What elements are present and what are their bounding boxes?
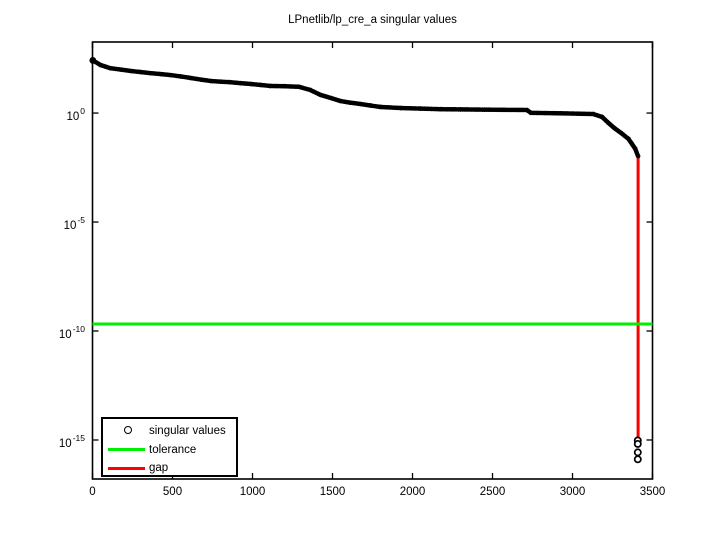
x-tick-label: 2000 bbox=[399, 486, 426, 498]
y-tick-label: 10-15 bbox=[58, 432, 85, 450]
x-tick-label: 2500 bbox=[479, 486, 506, 498]
legend-label: singular values bbox=[149, 425, 226, 437]
y-tick-label: 100 bbox=[66, 106, 85, 123]
x-tick-label: 0 bbox=[89, 486, 96, 498]
chart-title: LPnetlib/lp_cre_a singular values bbox=[288, 14, 457, 26]
trailing-values-markers bbox=[633, 436, 642, 464]
x-tick-label: 3500 bbox=[639, 486, 666, 498]
legend-item-tolerance: tolerance bbox=[103, 443, 236, 457]
axes bbox=[91, 41, 654, 480]
y-tick-label: 10-10 bbox=[58, 324, 85, 341]
x-tick-label: 3000 bbox=[559, 486, 586, 498]
legend-item-singular-values: singular values bbox=[103, 424, 236, 438]
y-tick-label: 10-5 bbox=[63, 215, 85, 232]
open-circle-marker-icon bbox=[124, 426, 132, 434]
green-line-sample-icon bbox=[108, 448, 145, 451]
x-tick-label: 500 bbox=[162, 486, 183, 498]
red-line-sample-icon bbox=[108, 466, 145, 470]
singular-values-series bbox=[89, 57, 641, 159]
x-tick-label: 1500 bbox=[319, 486, 346, 498]
legend-item-gap: gap bbox=[103, 461, 236, 475]
legend-label: gap bbox=[149, 462, 169, 474]
x-tick-label: 1000 bbox=[239, 486, 266, 498]
legend-label: tolerance bbox=[149, 443, 197, 456]
legend: singular values tolerance gap bbox=[101, 417, 238, 477]
